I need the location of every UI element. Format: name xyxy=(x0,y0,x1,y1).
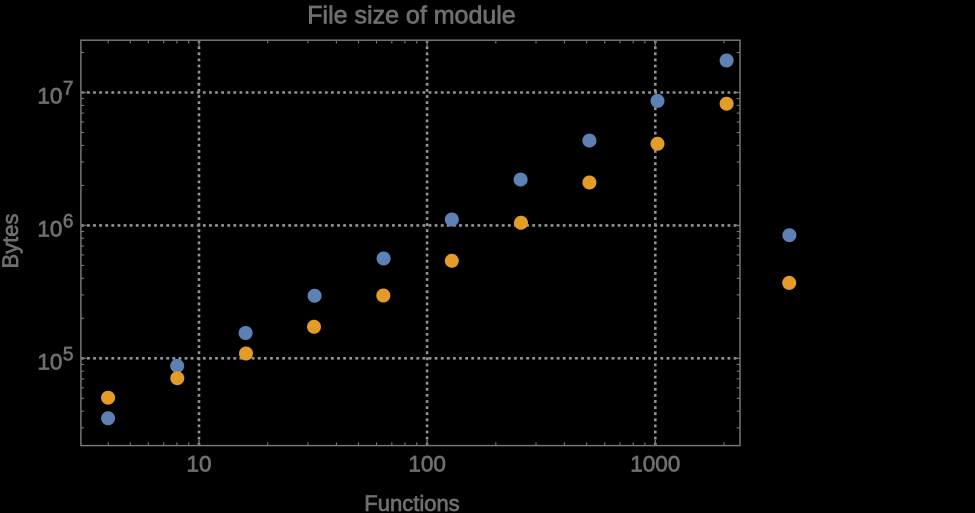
svg-text:Bytes: Bytes xyxy=(0,213,23,268)
svg-text:10: 10 xyxy=(37,349,62,374)
svg-text:10: 10 xyxy=(37,217,62,242)
svg-text:5: 5 xyxy=(63,345,74,366)
svg-text:7: 7 xyxy=(63,79,74,100)
svg-text:10: 10 xyxy=(37,84,62,109)
svg-text:6: 6 xyxy=(63,212,74,233)
svg-text:File size of module: File size of module xyxy=(307,2,515,30)
svg-text:100: 100 xyxy=(408,452,446,477)
svg-text:Functions: Functions xyxy=(364,491,459,513)
svg-text:10: 10 xyxy=(186,452,211,477)
svg-text:1000: 1000 xyxy=(630,452,680,477)
